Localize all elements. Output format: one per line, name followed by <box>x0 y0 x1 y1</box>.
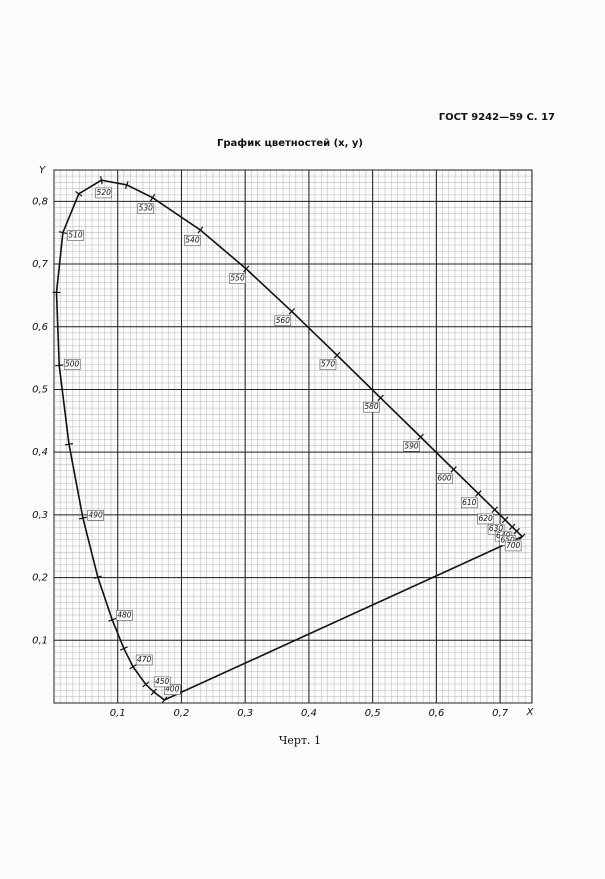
point-label-box <box>63 359 81 370</box>
y-tick-label: 0,2 <box>32 573 48 584</box>
point-label-box <box>184 235 201 246</box>
y-axis-label: Y <box>39 165 46 176</box>
point-marker <box>450 466 457 473</box>
point-label: 550 <box>230 274 245 283</box>
point-label: 530 <box>139 204 154 213</box>
point-label: 480 <box>117 610 132 619</box>
point-label: 590 <box>404 441 419 450</box>
x-axis-label: X <box>526 707 535 718</box>
point-label-box <box>477 513 494 525</box>
point-label-box <box>436 473 453 484</box>
point-marker <box>243 265 250 273</box>
point-label-box <box>274 315 292 327</box>
point-label: 510 <box>68 230 83 239</box>
point-label: 600 <box>437 474 452 483</box>
point-label: 630 <box>489 524 504 533</box>
point-label: 400 <box>165 685 180 694</box>
point-marker <box>519 533 526 540</box>
x-tick-label: 0,3 <box>237 708 253 719</box>
point-label: 500 <box>65 359 80 368</box>
point-label: 450 <box>155 677 170 686</box>
point-label-box <box>319 359 337 370</box>
point-label-box <box>137 203 155 214</box>
x-tick-label: 0,6 <box>428 708 444 719</box>
chart-title: График цветностей (x, y) <box>217 137 363 149</box>
point-label: 580 <box>364 402 379 411</box>
y-tick-label: 0,4 <box>32 447 48 458</box>
point-marker <box>513 527 520 535</box>
point-marker <box>58 231 67 235</box>
point-marker <box>142 681 150 688</box>
point-marker <box>149 193 156 202</box>
x-tick-label: 0,5 <box>365 708 381 719</box>
point-label: 620 <box>478 514 493 523</box>
point-label: 520 <box>97 188 112 197</box>
x-tick-label: 0,1 <box>110 708 126 719</box>
point-label: 650 <box>500 535 515 544</box>
point-label-box <box>229 273 246 284</box>
point-label: 470 <box>137 655 152 664</box>
point-label-box <box>363 401 380 413</box>
point-label: 610 <box>462 498 477 507</box>
point-label-box <box>164 684 181 695</box>
point-marker <box>475 490 482 497</box>
spectral-locus <box>55 179 524 701</box>
point-marker <box>100 176 103 185</box>
point-label-box <box>95 187 112 199</box>
point-label-box <box>153 676 171 688</box>
point-marker <box>501 516 509 524</box>
point-label: 540 <box>185 235 200 244</box>
x-tick-label: 0,4 <box>301 708 317 719</box>
point-label: 700 <box>506 541 521 550</box>
point-marker <box>93 575 102 579</box>
point-marker <box>509 523 516 531</box>
point-label: 570 <box>321 359 336 368</box>
point-marker <box>288 308 295 315</box>
caption: Черт. 1 <box>279 734 321 747</box>
point-marker <box>491 506 498 513</box>
point-marker <box>75 190 83 197</box>
point-marker <box>197 226 204 234</box>
point-marker <box>119 646 128 651</box>
point-marker <box>124 180 129 189</box>
point-label-box <box>87 510 104 521</box>
point-marker <box>417 433 424 441</box>
point-marker <box>78 516 87 520</box>
point-marker <box>161 696 168 704</box>
point-label-box <box>116 610 133 621</box>
point-label-box <box>460 497 478 509</box>
point-marker <box>64 443 74 446</box>
point-marker <box>150 688 157 696</box>
y-tick-label: 0,8 <box>32 196 48 207</box>
point-marker <box>333 351 341 359</box>
y-tick-label: 0,3 <box>32 510 48 521</box>
point-marker <box>108 617 117 622</box>
point-marker <box>129 664 137 670</box>
x-tick-label: 0,2 <box>174 708 190 719</box>
y-tick-label: 0,7 <box>32 259 49 270</box>
x-tick-label: 0,7 <box>492 708 509 719</box>
y-tick-label: 0,1 <box>32 635 48 646</box>
point-label-box <box>135 654 153 666</box>
page-header: ГОСТ 9242—59 С. 17 <box>439 112 555 123</box>
point-marker <box>377 394 384 402</box>
point-marker <box>55 364 64 367</box>
point-label: 490 <box>88 510 103 519</box>
plot-area <box>53 169 533 704</box>
point-label: 560 <box>276 316 291 325</box>
y-tick-label: 0,6 <box>32 322 48 333</box>
y-tick-label: 0,5 <box>32 384 48 395</box>
point-label-box <box>504 540 522 552</box>
point-label-box <box>67 230 84 241</box>
point-label-box <box>403 441 420 452</box>
